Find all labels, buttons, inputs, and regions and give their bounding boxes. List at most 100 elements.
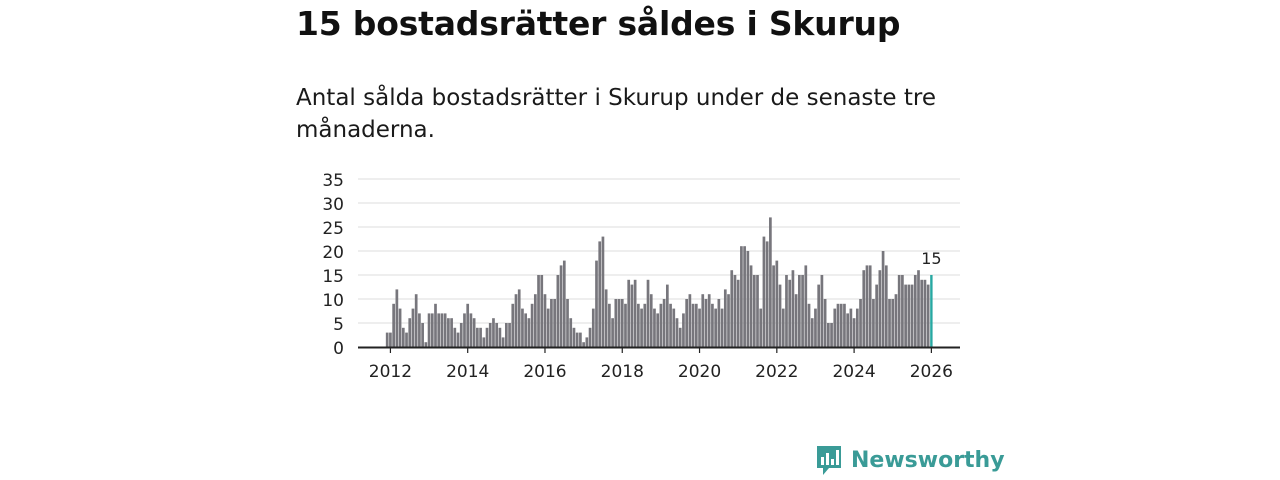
- y-tick-label: 15: [322, 267, 344, 287]
- bar: [685, 299, 689, 347]
- bar: [920, 279, 924, 347]
- bar: [501, 337, 505, 347]
- bar: [459, 323, 463, 347]
- bar: [488, 323, 492, 347]
- bar: [730, 270, 734, 347]
- bar: [904, 284, 907, 347]
- bar: [665, 284, 669, 347]
- bar: [405, 332, 408, 347]
- bar: [907, 284, 911, 347]
- bar: [411, 308, 415, 347]
- bar: [733, 275, 737, 347]
- y-tick-label: 25: [322, 219, 344, 239]
- bar: [852, 318, 856, 347]
- bar: [785, 275, 788, 347]
- bar: [588, 327, 592, 347]
- bar: [646, 279, 650, 347]
- bar: [656, 313, 660, 347]
- bar: [637, 303, 640, 347]
- bar: [495, 323, 499, 347]
- bar: [678, 327, 682, 347]
- bar: [781, 308, 785, 347]
- chart-title: 15 bostadsrätter såldes i Skurup: [296, 4, 901, 43]
- bar: [749, 265, 753, 347]
- bar: [546, 308, 550, 347]
- bar: [765, 241, 769, 347]
- bar: [675, 318, 679, 347]
- y-tick-label: 10: [322, 291, 344, 311]
- bar: [746, 251, 750, 347]
- bar: [640, 308, 643, 347]
- bar: [418, 313, 421, 347]
- bar: [846, 313, 850, 347]
- bar-chart: 0 5 10 15 20 25 30 35 15 2012 2014 2016 2018 2020 2022…: [322, 171, 960, 382]
- bar: [572, 327, 576, 347]
- bar: [562, 260, 566, 347]
- bar: [910, 284, 914, 347]
- bar: [849, 308, 853, 347]
- bar: [633, 279, 637, 347]
- bar: [791, 270, 795, 347]
- bar: [717, 299, 721, 347]
- bar: [453, 327, 457, 347]
- y-tick-label: 0: [333, 339, 344, 359]
- bar: [595, 260, 598, 347]
- bar: [843, 303, 846, 347]
- bar: [514, 294, 518, 347]
- bar: [447, 318, 450, 347]
- bar: [823, 299, 827, 347]
- bar: [707, 294, 711, 347]
- bar: [694, 303, 698, 347]
- x-tick-label: 2018: [601, 362, 644, 382]
- x-tick-label: 2026: [910, 362, 953, 382]
- bar: [543, 294, 547, 347]
- bar: [424, 342, 428, 347]
- bar: [569, 318, 573, 347]
- bar: [801, 275, 804, 347]
- bar: [923, 279, 927, 347]
- bar: [427, 313, 431, 347]
- bar: [691, 303, 695, 347]
- bar: [653, 308, 656, 347]
- bar: [437, 313, 441, 347]
- bar: [868, 265, 872, 347]
- bar: [814, 308, 817, 347]
- bar: [701, 294, 705, 347]
- bar: [810, 318, 814, 347]
- bar: [479, 327, 482, 347]
- bar: [611, 318, 614, 347]
- bar: [630, 284, 634, 347]
- bar: [414, 294, 418, 347]
- bar: [820, 275, 824, 347]
- bar: [492, 318, 495, 347]
- x-tick-label: 2022: [755, 362, 798, 382]
- bar: [775, 260, 779, 347]
- y-tick-label: 35: [322, 171, 344, 191]
- bar: [662, 299, 666, 347]
- bar: [865, 265, 869, 347]
- bar: [434, 303, 437, 347]
- bar: [540, 275, 544, 347]
- bar: [559, 265, 563, 347]
- bar: [398, 308, 402, 347]
- bar: [926, 284, 930, 347]
- bar: [826, 323, 830, 347]
- bar: [804, 265, 808, 347]
- bar: [720, 308, 724, 347]
- bar: [743, 246, 746, 347]
- bar: [456, 332, 460, 347]
- bar: [649, 294, 653, 347]
- bar: [855, 308, 859, 347]
- bar: [752, 275, 756, 347]
- bar: [485, 327, 489, 347]
- bar: [469, 313, 473, 347]
- bar: [556, 275, 560, 347]
- bar: [440, 313, 444, 347]
- bar: [579, 332, 582, 347]
- bar: [450, 318, 453, 347]
- x-tick-label: 2024: [832, 362, 875, 382]
- bar: [591, 308, 595, 347]
- bar: [598, 241, 602, 347]
- y-tick-label: 20: [322, 243, 344, 263]
- bar: [443, 313, 447, 347]
